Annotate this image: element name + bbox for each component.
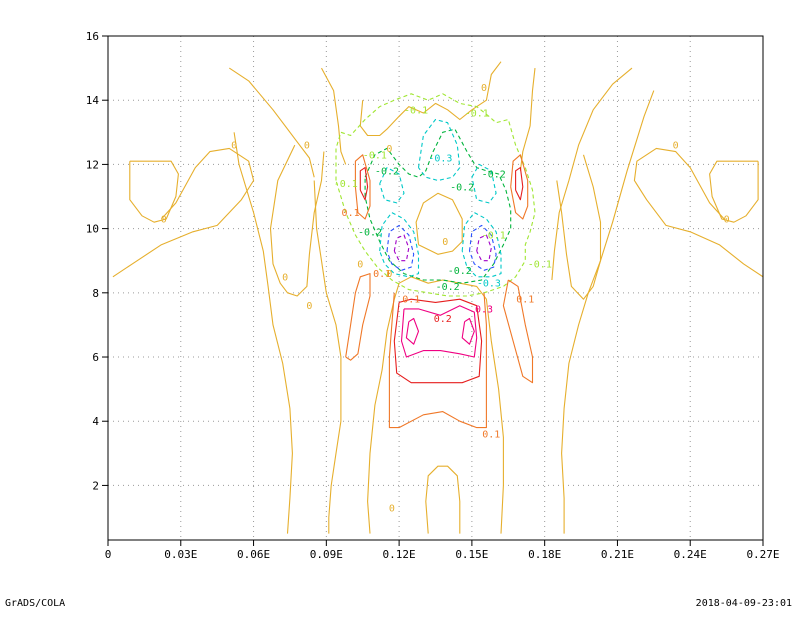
contour-label: -0.1 [404, 105, 428, 116]
contour-line-neg0p1 [335, 93, 536, 297]
contour-labels: -0.1 -0.1 -0.1 -0.3 -0.2 -0.2 -0.2 -0.1 0.1 -0.2 0… [161, 83, 730, 515]
contour-line-0 [633, 147, 763, 278]
contour-label: 0 [357, 259, 363, 270]
contour-line-neg0p3 [417, 118, 461, 182]
contour-label: 0 [304, 141, 310, 152]
contour-label: -0.2 [358, 227, 382, 238]
contour-line-0 [129, 160, 179, 223]
contour-line-0p2 [515, 167, 524, 201]
contour-line-0p1 [510, 154, 529, 220]
contour-label: -0.1 [334, 179, 358, 190]
contour-line-0p1 [354, 154, 371, 220]
grid-lines [108, 36, 763, 540]
footer-timestamp: 2018-04-09-23:01 [695, 598, 792, 609]
x-tick-label: 0 [105, 548, 112, 561]
contour-label: -0.1 [465, 109, 489, 120]
contour-line-0p3 [461, 317, 475, 345]
contour-line-0p1 [502, 279, 534, 384]
contour-line-0 [519, 68, 536, 171]
contour-line-0p1 [388, 292, 487, 429]
contour-line-0 [551, 67, 633, 281]
contour-label: 0 [673, 141, 679, 152]
contour-label: 0 [389, 503, 395, 514]
x-tick-label: 0.06E [237, 548, 270, 561]
contour-label: 0 [724, 214, 730, 225]
y-tick-label: 6 [92, 351, 99, 364]
x-tick-label: 0.18E [528, 548, 561, 561]
contour-line-neg0p3 [379, 212, 420, 278]
contour-label: 0 [231, 141, 237, 152]
contour-label: 0.1 [482, 430, 500, 441]
contour-line-0 [321, 67, 347, 165]
contour-label: -0.2 [375, 166, 399, 177]
contour-line-0 [709, 160, 759, 223]
contour-label: 0.3 [475, 304, 493, 315]
y-tick-label: 16 [86, 30, 99, 43]
contour-line-neg0p4 [386, 224, 415, 271]
x-tick-label: 0.24E [674, 548, 707, 561]
contour-label: 0 [386, 144, 392, 155]
contour-label: 0 [161, 214, 167, 225]
contour-label: 0.1 [373, 269, 391, 280]
contour-label: 0 [442, 237, 448, 248]
y-tick-label: 4 [92, 415, 99, 428]
contour-line-neg0p2 [364, 128, 512, 284]
contour-label: -0.2 [436, 282, 460, 293]
contour-label: -0.2 [482, 170, 506, 181]
contour-label: -0.3 [477, 279, 501, 290]
contour-label: 0.1 [342, 208, 360, 219]
x-tick-label: 0.15E [455, 548, 488, 561]
contour-label: 0.1 [402, 295, 420, 306]
contour-label: -0.3 [428, 153, 452, 164]
contour-line-0 [415, 192, 463, 255]
contour-label: -0.1 [482, 231, 506, 242]
footer-credit: GrADS/COLA [5, 598, 66, 609]
x-tick-label: 0.27E [746, 548, 779, 561]
x-tick-label: 0.21E [601, 548, 634, 561]
contour-line-neg0p3 [471, 163, 497, 204]
contour-label: 0 [306, 301, 312, 312]
contour-line-0 [367, 276, 504, 534]
contour-label: -0.1 [528, 259, 552, 270]
y-tick-label: 8 [92, 287, 99, 300]
contour-line-0 [313, 180, 342, 534]
contour-label: -0.2 [448, 266, 472, 277]
x-axis: 0 0.03E 0.06E 0.09E 0.12E 0.15E 0.18E 0.21E 0.24… [105, 540, 780, 561]
contour-line-neg0p4 [468, 224, 497, 271]
contour-label: -0.1 [363, 150, 387, 161]
y-tick-label: 10 [86, 223, 99, 236]
contour-line-neg0p5 [393, 234, 410, 262]
y-tick-label: 12 [86, 158, 99, 171]
y-axis: 2 4 6 8 10 12 14 16 [86, 30, 108, 492]
contour-lines [112, 61, 763, 534]
x-tick-label: 0.09E [310, 548, 343, 561]
contour-label: 0 [386, 269, 392, 280]
contour-line-0 [233, 132, 293, 534]
contour-label: 0.2 [434, 314, 452, 325]
contour-line-0 [228, 67, 315, 178]
contour-line-0 [425, 465, 461, 534]
contour-line-0 [359, 61, 502, 137]
contour-label: 0 [282, 272, 288, 283]
contour-line-neg0p3 [379, 167, 405, 204]
contour-label: 0 [481, 83, 487, 94]
contour-label: 0.1 [516, 295, 534, 306]
contour-line-0p3 [400, 305, 478, 358]
contour-line-0p2 [393, 298, 483, 384]
plot-frame [107, 35, 764, 541]
contour-line-0 [556, 154, 602, 300]
y-tick-label: 2 [92, 479, 99, 492]
contour-line-0p1 [345, 273, 371, 361]
contour-line-0p3 [405, 317, 420, 345]
x-tick-label: 0.12E [383, 548, 416, 561]
contour-line-0 [561, 90, 655, 534]
x-tick-label: 0.03E [164, 548, 197, 561]
contour-label: -0.2 [450, 182, 474, 193]
contour-line-0p2 [359, 167, 369, 201]
y-tick-label: 14 [86, 94, 100, 107]
contour-line-neg0p3 [461, 212, 502, 278]
contour-line-0 [112, 147, 255, 278]
contour-plot: -0.1 -0.1 -0.1 -0.3 -0.2 -0.2 -0.2 -0.1 0.1 -0.2 0… [86, 30, 780, 561]
